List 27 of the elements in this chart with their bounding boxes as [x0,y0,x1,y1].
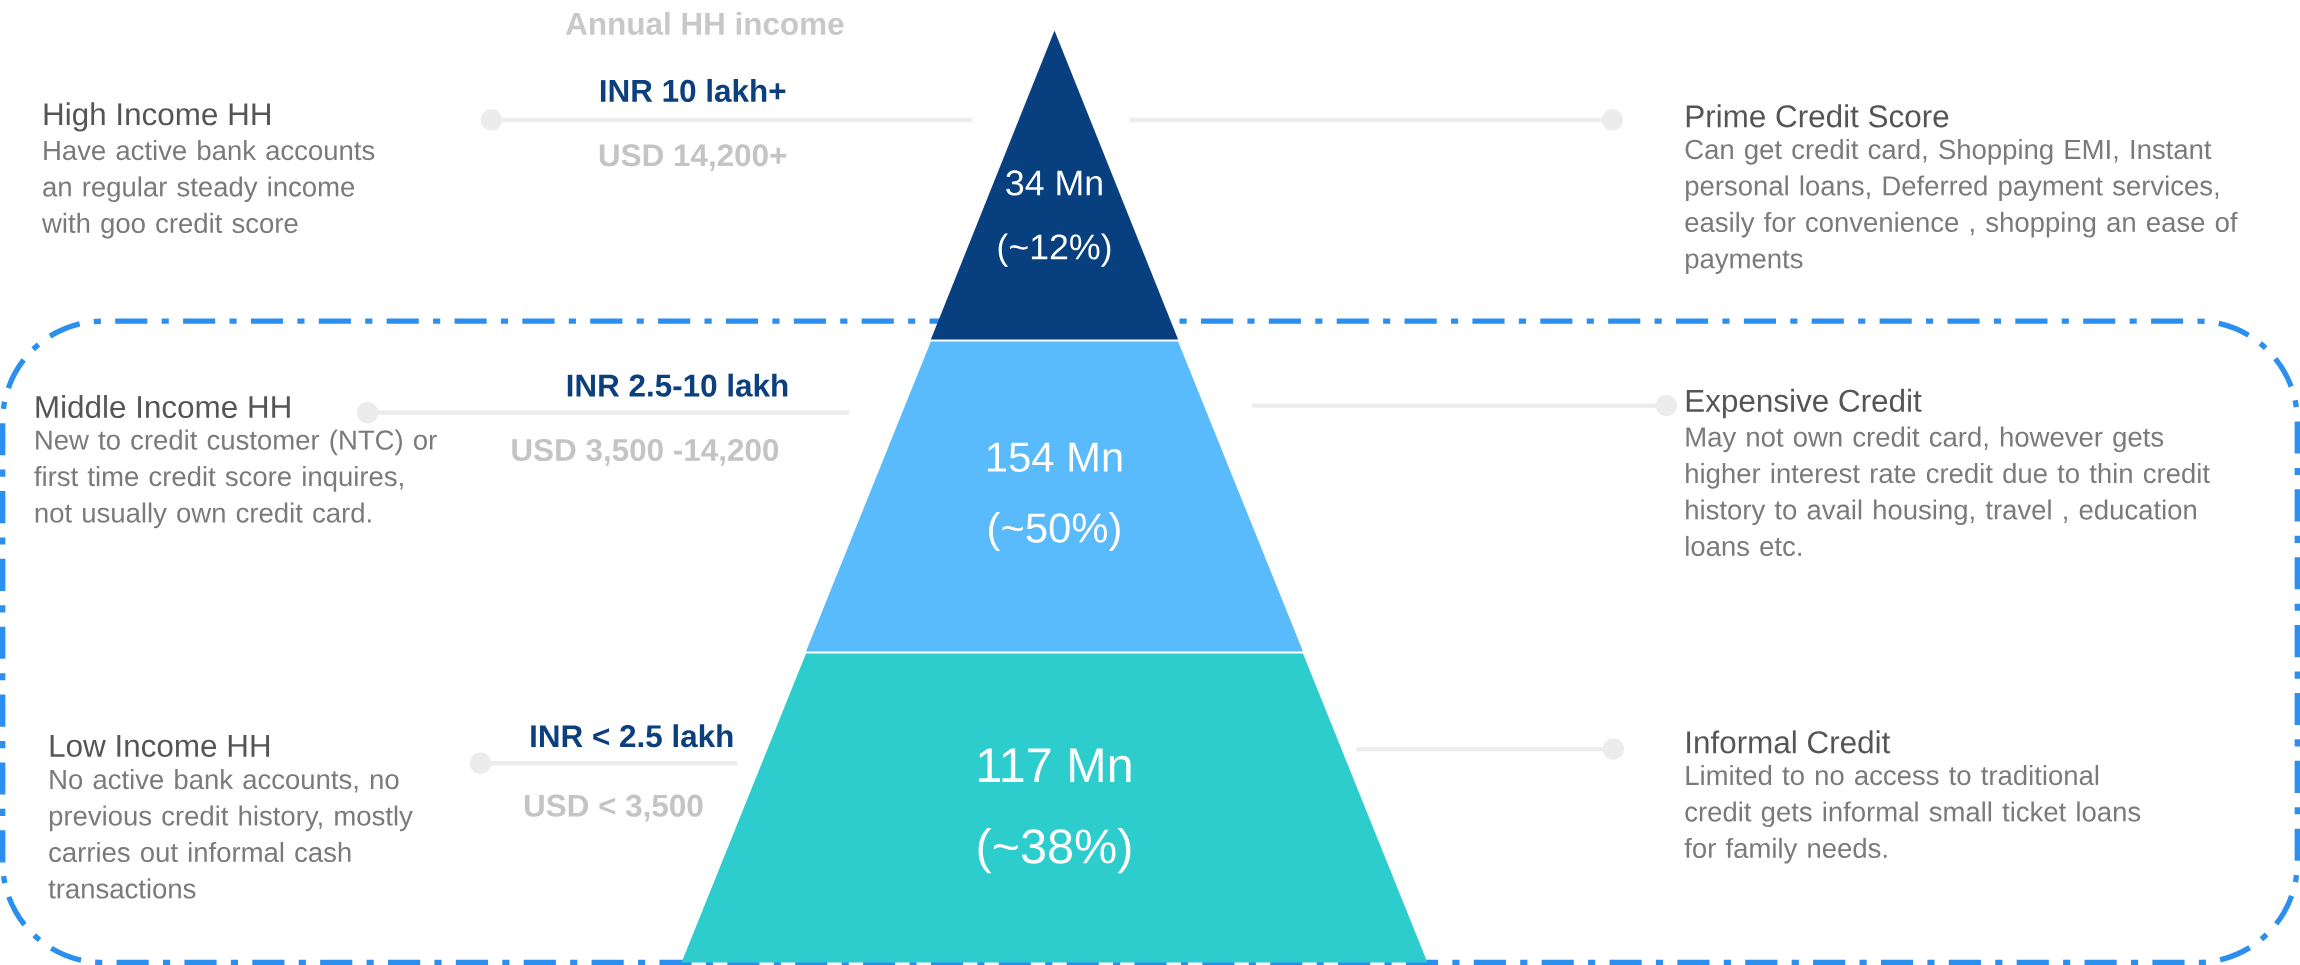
text: Can get credit card, Shopping EMI, Instant personal loans, Deferred payment services, easily for convenience , shopping an ease of payments [1685,138,2238,274]
text: No active bank accounts, no previous credit history, mostly carries out informal cash transactions [48,769,413,899]
text: (~50%) [989,512,1120,551]
data-label: 117 [978,748,1051,782]
text: USD 3,500 -14,200 [512,438,779,466]
category-label: INR 10 lakh+ [600,78,786,102]
text: Low Income HH [50,734,270,757]
text: Prime Credit Score [1686,104,1949,128]
text: Have active bank accounts an regular steady income with goo credit score [41,139,375,239]
text: (~38%) [978,828,1131,874]
text: Limited to no access to traditional credit gets informal small ticket loans for family needs. [1684,764,2141,864]
data-label: 154 [987,442,1054,472]
category-label: INR 2.5-10 lakh [567,373,788,397]
text: May not own credit card, however gets higher interest rate credit due to thin credit history to avail housing, travel , education loans etc. [1686,426,2210,557]
text: Informal Credit [1687,730,1891,754]
text: Mn [1057,170,1102,196]
text: Mn [1070,748,1131,782]
text: Expensive Credit [1686,388,1922,419]
text: High Income HH [44,102,270,132]
text: USD < 3,500 [524,794,703,822]
text: (~12%) [998,233,1111,267]
text: USD 14,200+ [599,144,787,171]
category-label: INR < 2.5 lakh [531,724,733,748]
text: Middle Income HH [36,394,290,419]
data-label: 34 [1006,170,1044,196]
text: New to credit customer (NTC) or first time credit score inquires, not usually own credit card. [34,429,437,529]
text: Mn [1069,442,1122,472]
